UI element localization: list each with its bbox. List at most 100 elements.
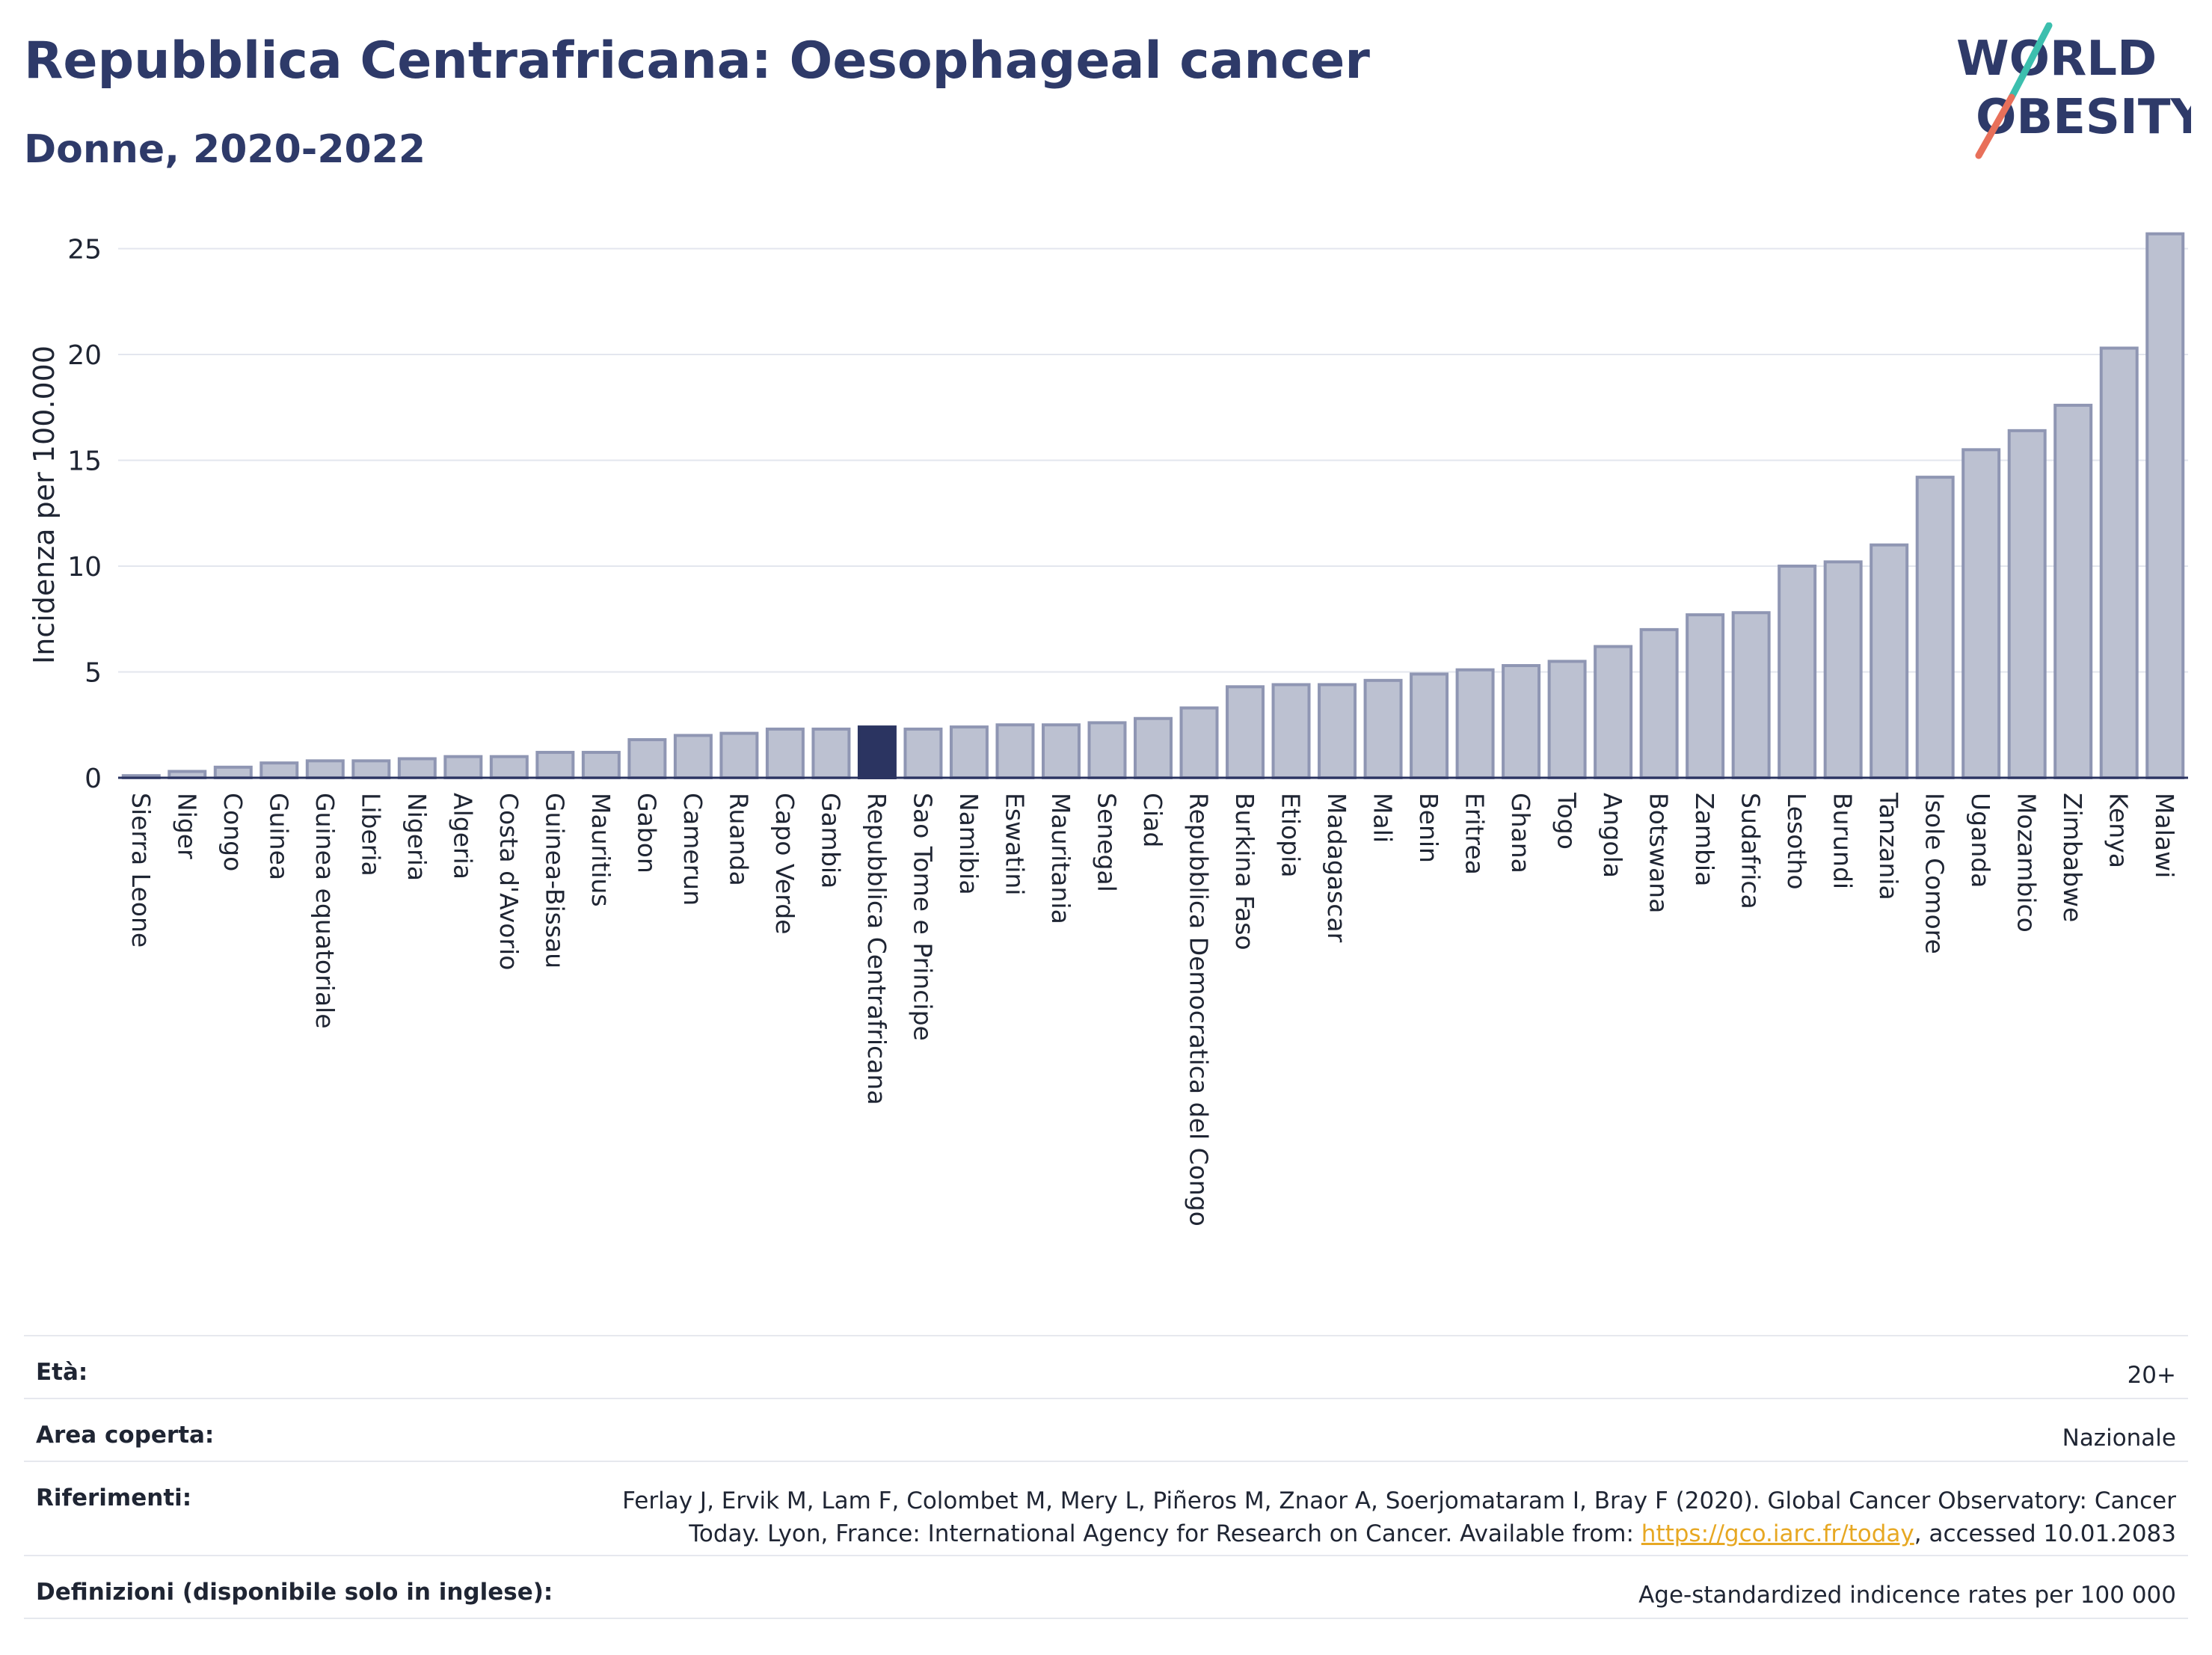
- logo-line1: WORLD: [1956, 31, 2157, 87]
- bar-38: [1870, 543, 1909, 779]
- bar-20: [1041, 723, 1081, 780]
- bar-37: [1823, 560, 1863, 779]
- bar-28: [1410, 672, 1449, 779]
- bar-10: [581, 751, 621, 779]
- bar-17: [903, 727, 943, 779]
- bar-3: [259, 761, 299, 779]
- bar-29: [1455, 668, 1495, 780]
- x-tick-label-37: Burundi: [1828, 793, 1858, 889]
- bar-32: [1594, 645, 1633, 780]
- x-tick-label-34: Zambia: [1690, 793, 1719, 886]
- x-tick-label-23: Repubblica Democratica del Congo: [1185, 793, 1214, 1226]
- x-tick-label-5: Liberia: [356, 793, 385, 876]
- logo-slash-teal: [2008, 22, 2053, 101]
- bar-11: [627, 738, 667, 779]
- x-tick-label-13: Ruanda: [724, 793, 753, 886]
- x-tick-label-39: Isole Comore: [1920, 793, 1950, 954]
- bar-30: [1502, 664, 1541, 779]
- chart-subtitle: Donne, 2020-2022: [24, 127, 426, 172]
- bar-44: [2145, 232, 2185, 780]
- x-tick-label-43: Kenya: [2104, 793, 2133, 868]
- definizioni-label: Definizioni (disponibile solo in inglese…: [36, 1579, 553, 1606]
- bar-41: [2007, 429, 2047, 779]
- riferimenti-label: Riferimenti:: [36, 1484, 192, 1511]
- bar-14: [765, 727, 805, 779]
- bar-24: [1226, 685, 1265, 779]
- bar-12: [673, 734, 713, 780]
- bar-25: [1271, 683, 1311, 779]
- bar-33: [1639, 627, 1679, 779]
- riferimenti-line2-post: , accessed 10.01.2083: [1914, 1520, 2176, 1547]
- x-tick-label-44: Malawi: [2150, 793, 2179, 878]
- x-tick-label-40: Uganda: [1966, 793, 1995, 888]
- x-tick-label-12: Camerun: [678, 793, 707, 906]
- y-tick-label-15: 15: [67, 446, 102, 476]
- x-tick-label-20: Mauritania: [1046, 793, 1075, 924]
- x-tick-label-32: Angola: [1598, 793, 1627, 878]
- x-tick-label-1: Niger: [172, 793, 201, 859]
- bar-chart: 0 5 10 15 20 25 Incidenza per 100.000 Sierra Le…: [28, 232, 2188, 1226]
- x-tick-label-29: Eritrea: [1460, 793, 1490, 875]
- bar-13: [719, 731, 759, 780]
- info-table: Età: 20+ Area coperta: Nazionale Riferim…: [24, 1335, 2188, 1619]
- x-tick-label-17: Sao Tome e Principe: [908, 793, 937, 1041]
- info-row-riferimenti: Riferimenti: Ferlay J, Ervik M, Lam F, C…: [24, 1461, 2188, 1555]
- x-tick-label-0: Sierra Leone: [126, 793, 156, 948]
- x-tick-label-42: Zimbabwe: [2058, 793, 2087, 922]
- x-tick-label-41: Mozambico: [2012, 793, 2042, 933]
- bar-4: [305, 759, 345, 780]
- riferimenti-line2-pre: Today. Lyon, France: International Agenc…: [689, 1520, 1641, 1547]
- bar-7: [443, 755, 483, 780]
- eta-value: 20+: [2127, 1362, 2176, 1389]
- x-tick-label-7: Algeria: [448, 793, 477, 879]
- x-tick-label-21: Senegal: [1092, 793, 1121, 892]
- riferimenti-line1: Ferlay J, Ervik M, Lam F, Colombet M, Me…: [622, 1487, 2176, 1514]
- info-row-area: Area coperta: Nazionale: [24, 1398, 2188, 1461]
- bar-9: [535, 751, 575, 779]
- info-row-eta: Età: 20+: [24, 1335, 2188, 1398]
- bar-22: [1134, 716, 1173, 779]
- x-tick-label-2: Congo: [218, 793, 248, 871]
- bar-15: [811, 727, 851, 779]
- x-tick-label-11: Gabon: [632, 793, 661, 873]
- x-tick-label-16: Repubblica Centrafricana: [862, 793, 891, 1105]
- bar-19: [995, 723, 1035, 780]
- definizioni-value: Age-standardized indicence rates per 100…: [1638, 1582, 2176, 1609]
- x-tick-label-35: Sudafrica: [1736, 793, 1766, 909]
- x-tick-label-31: Togo: [1552, 792, 1582, 850]
- x-tick-label-4: Guinea equatoriale: [310, 793, 340, 1029]
- x-tick-label-10: Mauritius: [586, 793, 615, 907]
- x-tick-label-15: Gambia: [816, 793, 845, 888]
- x-tick-label-24: Burkina Faso: [1230, 793, 1259, 951]
- bar-40: [1961, 448, 2001, 779]
- bar-31: [1547, 660, 1587, 779]
- bar-39: [1915, 476, 1955, 779]
- bar-34: [1686, 613, 1725, 780]
- bar-16: [857, 725, 897, 780]
- riferimenti-link[interactable]: https://gco.iarc.fr/today: [1641, 1520, 1914, 1547]
- y-tick-label-10: 10: [67, 552, 102, 583]
- x-tick-label-14: Capo Verde: [770, 793, 799, 934]
- bar-23: [1179, 706, 1219, 779]
- x-tick-label-9: Guinea-Bissau: [540, 793, 569, 968]
- y-tick-label-5: 5: [85, 657, 102, 688]
- x-tick-label-6: Nigeria: [402, 793, 431, 881]
- x-tick-label-26: Madagascar: [1322, 793, 1351, 943]
- logo-slash-coral: [1975, 93, 2015, 159]
- bar-35: [1731, 611, 1771, 780]
- x-tick-label-27: Mali: [1368, 793, 1398, 843]
- riferimenti-value: Ferlay J, Ervik M, Lam F, Colombet M, Me…: [622, 1484, 2176, 1550]
- bar-42: [2053, 403, 2093, 779]
- y-tick-label-0: 0: [85, 764, 102, 794]
- bar-18: [949, 725, 989, 780]
- area-value: Nazionale: [2062, 1425, 2176, 1452]
- x-tick-label-22: Ciad: [1138, 793, 1167, 847]
- bar-2: [213, 765, 253, 779]
- x-tick-label-33: Botswana: [1644, 793, 1674, 913]
- x-tick-label-28: Benin: [1414, 793, 1443, 863]
- x-tick-label-30: Ghana: [1506, 793, 1535, 873]
- bar-26: [1318, 683, 1357, 779]
- y-axis-label: Incidenza per 100.000: [28, 346, 61, 664]
- chart-title: Repubblica Centrafricana: Oesophageal ca…: [24, 31, 1370, 90]
- x-tick-label-36: Lesotho: [1782, 793, 1811, 890]
